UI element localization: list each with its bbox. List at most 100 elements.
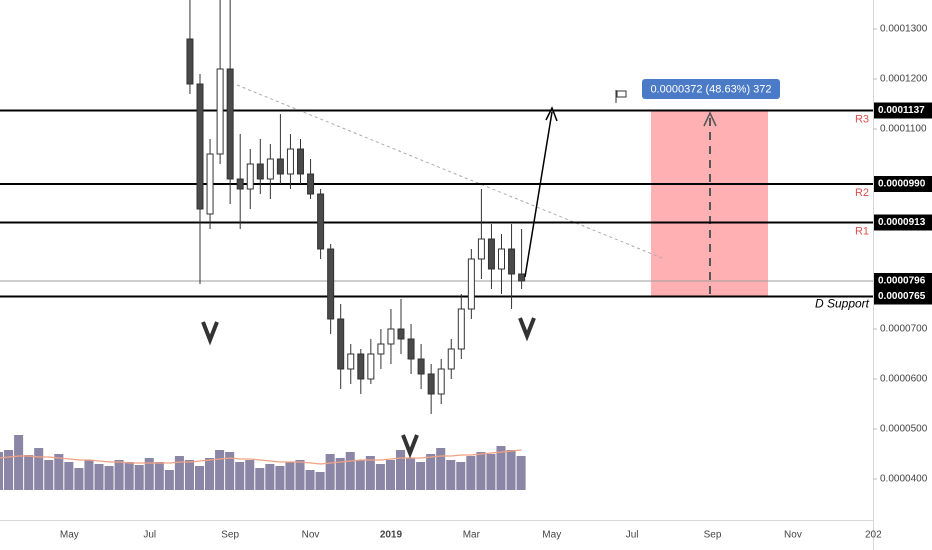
candle-body (286, 148, 294, 175)
v-marker (401, 434, 419, 459)
x-tick-label: Sep (221, 530, 239, 541)
position-label: 0.0000372 (48.63%) 372 (650, 83, 771, 95)
candle-body (236, 178, 244, 190)
volume-bar (295, 460, 305, 490)
volume-bar (456, 462, 466, 490)
candle-body (256, 163, 264, 180)
y-tick-label: 0.0000500 (880, 424, 928, 435)
x-tick-label: May (542, 530, 561, 541)
candle-body (276, 158, 284, 175)
v-marker (518, 317, 536, 342)
x-tick-label: Jul (626, 530, 639, 541)
volume-bar (215, 450, 225, 490)
candle-body (508, 248, 516, 275)
candle-body (337, 318, 345, 370)
volume-bar (466, 456, 476, 490)
volume-bar (406, 458, 416, 490)
candle-body (407, 338, 415, 360)
volume-bar (365, 456, 375, 490)
y-tick-label: 0.0000400 (880, 474, 928, 485)
x-tick-label: Sep (704, 530, 722, 541)
candle-body (387, 328, 395, 345)
candle-body (186, 38, 194, 85)
candle-body (357, 353, 365, 380)
level-name: R1 (855, 225, 869, 237)
volume-bar (174, 456, 184, 490)
y-tick-label: 0.0001200 (880, 74, 928, 85)
axes: 0.0001300 0.0001200 0.0001100 0.0000700 0.00… (60, 24, 932, 541)
volume-bar (325, 454, 335, 490)
candle-body (297, 148, 304, 175)
candle-body (327, 248, 335, 320)
candle-body (397, 328, 405, 340)
volume-bar (416, 462, 426, 490)
plot-area (0, 84, 873, 298)
volume-bar (124, 462, 134, 490)
volume-bar (4, 450, 14, 490)
candle-body (206, 153, 214, 215)
candle-body (266, 158, 274, 180)
volume-bar (486, 454, 496, 490)
candle-body (417, 358, 425, 375)
level-name: R3 (855, 113, 869, 125)
level-name: D Support (815, 297, 870, 311)
volume-bar (54, 454, 64, 490)
y-tick-label: 0.0001300 (880, 24, 928, 35)
candle-body (427, 373, 435, 395)
v-marker (201, 321, 219, 346)
volume-bar (426, 454, 436, 490)
volume-bar (44, 460, 54, 490)
y-tick-label: 0.0000700 (880, 324, 928, 335)
candle-body (377, 343, 385, 355)
volume-bar (225, 452, 235, 490)
volume-bar (104, 466, 114, 490)
level-badge (874, 214, 932, 231)
volume-bar (446, 460, 456, 490)
candle-body (518, 273, 526, 282)
volume-bar (205, 458, 215, 490)
level-badge (874, 288, 932, 305)
volume-bar (84, 460, 94, 490)
projection-arrow-head (545, 106, 558, 122)
level-price-label: 0.0000796 (878, 276, 926, 287)
volume-ma-line (0, 449, 522, 465)
volume-bar (114, 460, 124, 490)
level-price-label: 0.0000765 (878, 291, 926, 302)
candle-body (216, 68, 224, 155)
volume-bar (164, 470, 174, 490)
candle-body (467, 258, 475, 310)
volume-bar (194, 466, 205, 490)
x-tick-label: Nov (302, 530, 320, 541)
x-tick-label: 2019 (380, 530, 403, 541)
candle-body (477, 238, 485, 260)
candle-body (437, 368, 445, 395)
candle-body (457, 308, 465, 350)
trend-line (236, 84, 663, 259)
volume-bar (436, 448, 446, 490)
volume-bar (506, 450, 516, 490)
projection-arrow (524, 111, 553, 278)
level-price-label: 0.0000990 (878, 179, 926, 190)
volume-bar (94, 464, 104, 490)
x-tick-label: May (60, 530, 79, 541)
candle-body (487, 238, 495, 270)
target-arrow-head (703, 111, 717, 127)
y-tick-label: 0.0000600 (880, 374, 928, 385)
volume-bar (496, 446, 506, 490)
flag-icon (615, 90, 627, 103)
x-tick-label: 202 (865, 530, 882, 541)
volume-bar (245, 460, 255, 490)
volume-bar (355, 460, 365, 490)
x-tick-label: Mar (463, 530, 481, 541)
x-tick-label: Nov (784, 530, 802, 541)
volume-bar (395, 450, 406, 490)
candle-body (447, 348, 455, 370)
volume-bar (235, 462, 245, 490)
volume-bar (144, 458, 154, 490)
candle-body (307, 173, 315, 195)
volume-bar (335, 458, 345, 490)
y-tick-label: 0.0001100 (880, 124, 927, 135)
level-badge (874, 273, 932, 289)
level-badge (874, 102, 932, 119)
level-badge (874, 176, 932, 192)
